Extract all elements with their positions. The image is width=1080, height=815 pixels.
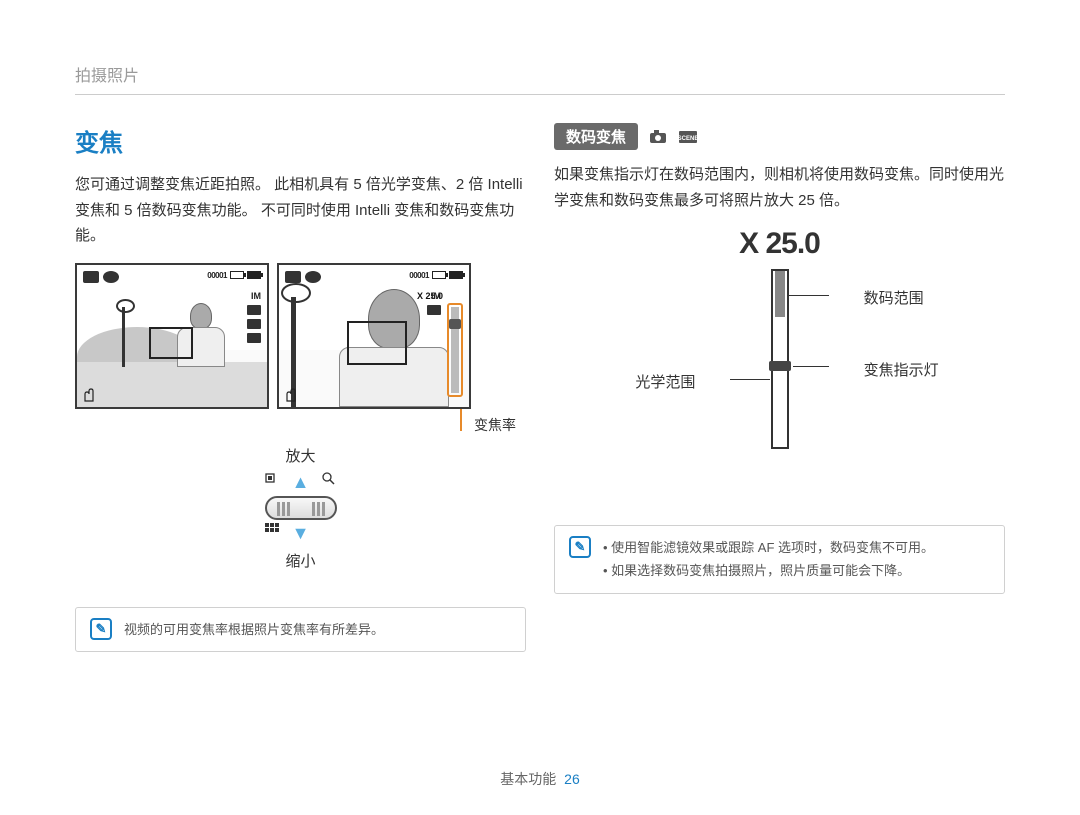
arrow-down-icon: ▼ — [292, 523, 310, 544]
mode-icons-left — [83, 271, 119, 283]
camera-mode-icon — [648, 127, 668, 147]
note-icon: ✎ — [90, 618, 112, 640]
magnify-icon — [322, 472, 336, 493]
big-zoom-label: X 25.0 — [554, 227, 1005, 261]
note-box-right: ✎ 使用智能滤镜效果或跟踪 AF 选项时，数码变焦不可用。 如果选择数码变焦拍摄… — [554, 525, 1005, 594]
shot-counter: 00001 — [409, 271, 429, 280]
svg-text:SCENE: SCENE — [678, 136, 698, 142]
zoom-body-text: 您可通过调整变焦近距拍照。 此相机具有 5 倍光学变焦、2 倍 Intelli … — [75, 172, 526, 249]
zoom-in-label: 放大 — [231, 445, 371, 466]
breadcrumb: 拍摄照片 — [75, 62, 1005, 95]
note-item: 使用智能滤镜效果或跟踪 AF 选项时，数码变焦不可用。 — [603, 536, 934, 559]
screenshot-tele: 00001 X 25.0 IM — [277, 263, 471, 409]
zoom-range-diagram: 数码范围 变焦指示灯 光学范围 — [554, 269, 1005, 489]
label-zoom-indicator: 变焦指示灯 — [816, 359, 939, 380]
wide-icon — [265, 523, 279, 544]
section-title-zoom: 变焦 — [75, 123, 526, 158]
note-box-left: ✎ 视频的可用变焦率根据照片变焦率有所差异。 — [75, 607, 526, 652]
counter-battery: 00001 — [207, 271, 261, 280]
left-column: 变焦 您可通过调整变焦近距拍照。 此相机具有 5 倍光学变焦、2 倍 Intel… — [75, 123, 526, 652]
right-column: 数码变焦 SCENE 如果变焦指示灯在数码范围内，则相机将使用数码变焦。同时使用… — [554, 123, 1005, 652]
zoom-rocker-button — [265, 496, 337, 520]
zoom-control-diagram: 放大 ▲ — [231, 445, 371, 571]
counter-battery: 00001 — [409, 271, 463, 280]
footer-page-number: 26 — [564, 771, 580, 787]
digital-zoom-subhead: 数码变焦 — [554, 123, 638, 150]
note-item: 如果选择数码变焦拍摄照片，照片质量可能会下降。 — [603, 559, 934, 582]
digital-zoom-body: 如果变焦指示灯在数码范围内，则相机将使用数码变焦。同时使用光学变焦和数码变焦最多… — [554, 162, 1005, 213]
shot-counter: 00001 — [207, 271, 227, 280]
footer-section: 基本功能 — [500, 771, 556, 787]
note-icon: ✎ — [569, 536, 591, 558]
callout-line — [435, 409, 495, 439]
arrow-up-icon: ▲ — [292, 472, 310, 493]
page-footer: 基本功能 26 — [0, 769, 1080, 789]
mode-icons-left — [285, 271, 321, 283]
tele-icon — [265, 472, 279, 493]
zoom-out-label: 缩小 — [231, 550, 371, 571]
label-digital-range: 数码范围 — [816, 287, 924, 308]
stabilizer-icon — [81, 387, 97, 403]
label-optical-range: 光学范围 — [635, 371, 743, 392]
stabilizer-icon — [283, 387, 299, 403]
note-text: 视频的可用变焦率根据照片变焦率有所差异。 — [124, 618, 384, 641]
scene-mode-icon: SCENE — [678, 127, 698, 147]
screenshot-wide: 00001 IM — [75, 263, 269, 409]
